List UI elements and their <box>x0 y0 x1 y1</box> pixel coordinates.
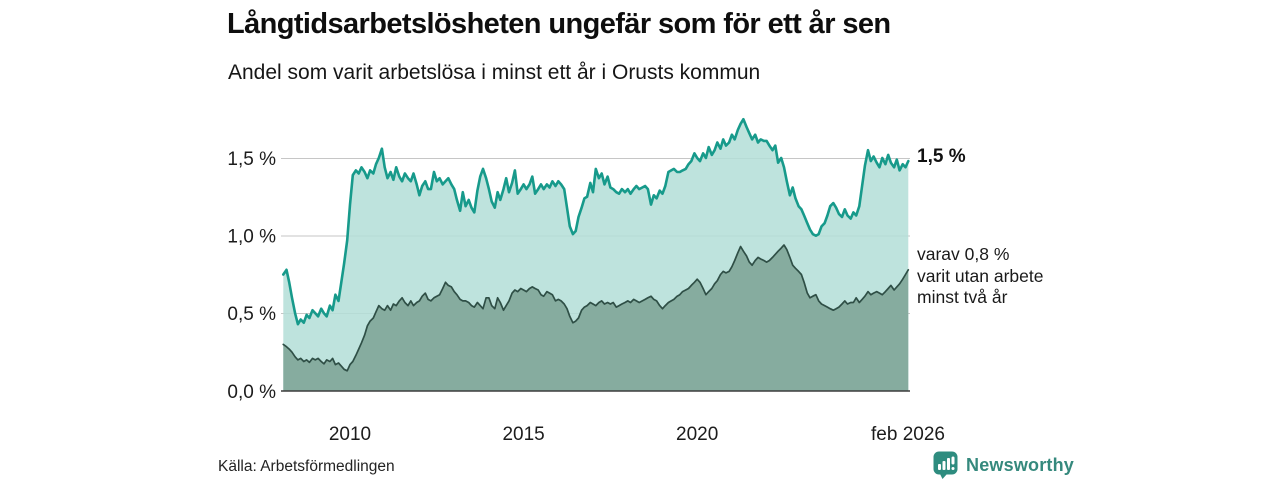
x-axis-tick-label: 2010 <box>329 424 371 445</box>
chart-title: Långtidsarbetslösheten ungefär som för e… <box>227 8 891 40</box>
newsworthy-logo-icon <box>933 451 958 479</box>
newsworthy-wordmark: Newsworthy <box>966 454 1075 475</box>
line-series-min-one-year <box>282 117 910 326</box>
line-series-min-two-years <box>282 244 910 372</box>
y-axis-tick-label: 1,0 % <box>227 227 276 248</box>
chart-subtitle: Andel som varit arbetslösa i minst ett å… <box>228 61 761 84</box>
y-axis-tick-label: 0,0 % <box>227 382 276 403</box>
x-axis-tick-label: 2020 <box>676 424 718 445</box>
end-annotation-two-years: varav 0,8 % varit utan arbete minst två … <box>917 244 1044 308</box>
x-axis-tick-label: 2015 <box>502 424 544 445</box>
y-axis-tick-label: 0,5 % <box>227 304 276 325</box>
newsworthy-logo[interactable]: Newsworthy <box>933 451 1074 479</box>
y-axis-tick-label: 1,5 % <box>227 149 276 170</box>
y-axis: 1,5 % 1,0 % 0,5 % 0,0 % <box>227 149 276 403</box>
end-value-label-one-year: 1,5 % <box>917 146 966 167</box>
source-note: Källa: Arbetsförmedlingen <box>218 458 395 475</box>
area-series-min-two-years <box>283 245 909 391</box>
x-axis: 2010 2015 2020 feb 2026 <box>329 424 945 445</box>
x-axis-tick-label: feb 2026 <box>871 424 945 445</box>
